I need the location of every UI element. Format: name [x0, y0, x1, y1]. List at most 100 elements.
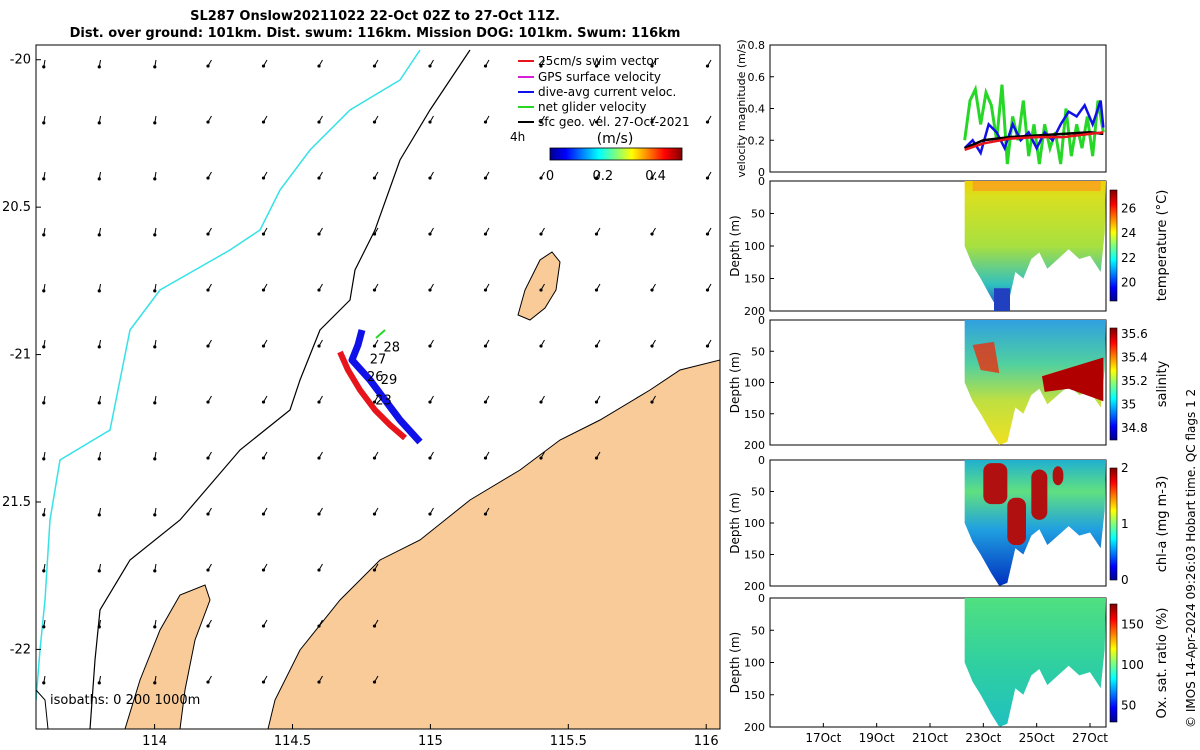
chart-title-line2: Dist. over ground: 101km. Dist. swum: 11…	[69, 26, 681, 41]
legend-net: net glider velocity	[538, 100, 646, 114]
chl-max-patch	[983, 463, 1008, 505]
depth-tick: 200	[744, 305, 765, 318]
map-colorbar-tick: 0	[546, 169, 554, 184]
depth-tick: 150	[744, 689, 765, 702]
colorbar-tick: 1	[1121, 517, 1129, 531]
temp-cold-bottom	[994, 288, 1010, 311]
isobaths-label: isobaths: 0 200 1000m	[50, 693, 200, 708]
depth-tick: 150	[744, 273, 765, 286]
sal-high-patch	[1042, 357, 1104, 402]
legend-dac: dive-avg current veloc.	[538, 85, 676, 99]
depth-tick: 50	[751, 486, 765, 499]
vel-ytick: 0.2	[748, 134, 766, 147]
colorbar-tick: 35.6	[1121, 327, 1148, 341]
map-xtick-label: 115	[418, 734, 443, 749]
vel-ylabel: velocity magnitude (m/s)	[735, 39, 748, 177]
net-track	[375, 329, 386, 339]
land-west-peninsula	[124, 584, 211, 729]
vel-ytick: 0.8	[748, 39, 766, 52]
date-tick: 17Oct	[805, 731, 841, 745]
map-layer	[36, 49, 720, 729]
map-xtick-label: 114.5	[274, 734, 311, 749]
day-label: 28	[384, 341, 401, 356]
depth-tick: 100	[744, 517, 765, 530]
day-label: 23	[375, 394, 392, 409]
colorbar-tick: 35.2	[1121, 374, 1148, 388]
depth-tick: 100	[744, 240, 765, 253]
day-label: 27	[370, 352, 387, 367]
dac-track	[348, 329, 423, 445]
swim-track	[337, 350, 407, 441]
map-colorbar-tick: 0.2	[592, 169, 613, 184]
legend-gps: GPS surface velocity	[538, 70, 661, 84]
section-colorbar	[1109, 603, 1118, 723]
depth-tick: 150	[744, 549, 765, 562]
colorbar-tick: 2	[1121, 461, 1129, 475]
land-mainland	[267, 359, 720, 729]
map-xtick-label: 116	[694, 734, 719, 749]
vel-series-line	[963, 100, 1105, 157]
section-data-region	[964, 320, 1106, 445]
colorbar-tick: 35	[1121, 398, 1136, 412]
legend-4h: 4h	[510, 130, 525, 144]
chart-title-line1: SL287 Onslow20211022 22-Oct 02Z to 27-Oc…	[190, 9, 560, 24]
section-colorbar	[1109, 189, 1118, 302]
map-colorbar-label: (m/s)	[597, 131, 634, 147]
depth-tick: 50	[751, 208, 765, 221]
legend-sfc: sfc geo. vel. 27-Oct-2021	[538, 115, 690, 129]
depth-tick: 0	[758, 314, 765, 327]
vel-series-line	[964, 131, 1104, 151]
depth-tick: 0	[758, 592, 765, 605]
sal-mid-patch	[972, 341, 1000, 374]
depth-tick: 0	[758, 175, 765, 188]
isobath-coastal-line	[36, 689, 49, 729]
date-tick: 19Oct	[859, 731, 895, 745]
glider-track	[337, 329, 423, 445]
isobath-200-line	[36, 49, 421, 701]
date-tick: 25Oct	[1019, 731, 1055, 745]
temp-warm-layer	[972, 181, 1101, 191]
isobath-1000-line	[89, 49, 471, 729]
colorbar-tick: 35.4	[1121, 350, 1148, 364]
map-ytick-label: 20.5	[2, 200, 31, 215]
map-ytick-label: -21	[10, 348, 31, 363]
depth-ylabel: Depth (m)	[728, 352, 742, 413]
colorbar-tick: 150	[1121, 617, 1144, 631]
depth-tick: 100	[744, 377, 765, 390]
colorbar-tick: 100	[1121, 658, 1144, 672]
map-axes: 114 114.5 115 115.5 116 -20 20.5 -21 21.5 -22	[2, 53, 719, 749]
day-label: 26	[367, 370, 384, 385]
map-xtick-label: 114	[142, 734, 167, 749]
vel-series-line	[964, 131, 1104, 150]
date-tick: 21Oct	[912, 731, 948, 745]
depth-ylabel: Depth (m)	[728, 632, 742, 693]
colorbar-label: salinity	[1155, 360, 1170, 407]
colorbar-tick: 24	[1121, 226, 1136, 240]
depth-tick: 100	[744, 657, 765, 670]
vel-series-line	[963, 84, 1105, 165]
depth-tick: 200	[744, 580, 765, 593]
colorbar-label: temperature (°C)	[1155, 190, 1170, 302]
date-tick: 27Oct	[1072, 731, 1108, 745]
colorbar-tick: 0	[1121, 573, 1129, 587]
map-xtick-label: 115.5	[550, 734, 587, 749]
map-colorbar-tick: 0.4	[645, 169, 666, 184]
map-ytick-label: -22	[10, 642, 31, 657]
vel-ytick: 0.6	[748, 71, 766, 84]
land-barrow-island	[517, 251, 561, 321]
depth-tick: 0	[758, 454, 765, 467]
depth-ylabel: Depth (m)	[728, 492, 742, 553]
section-data-region	[964, 598, 1106, 727]
depth-tick: 50	[751, 345, 765, 358]
chl-max-patch	[1052, 466, 1064, 486]
colorbar-label: Ox. sat. ratio (%)	[1155, 608, 1170, 719]
colorbar-tick: 26	[1121, 202, 1136, 216]
chl-max-patch	[1031, 469, 1048, 520]
day-label: 29	[381, 373, 398, 388]
depth-ylabel: Depth (m)	[728, 215, 742, 276]
section-colorbar	[1109, 467, 1118, 581]
